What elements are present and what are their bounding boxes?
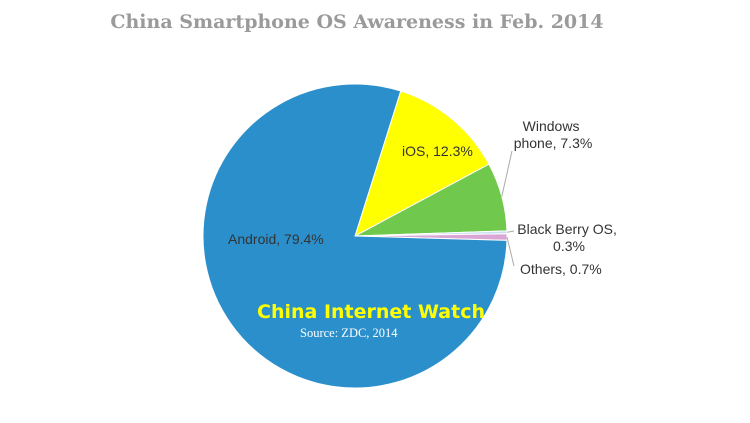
chart-title: China Smartphone OS Awareness in Feb. 20…: [110, 11, 603, 33]
watermark-brand: China Internet Watch: [257, 301, 485, 323]
pie-slice-ios: [354, 90, 490, 238]
leader-line-windows-phone: [501, 150, 513, 197]
pie-slices: [202, 83, 508, 389]
watermark-source: Source: ZDC, 2014: [300, 326, 398, 340]
slice-label-android: Android, 79.4%: [228, 231, 324, 247]
slice-label-ios: iOS, 12.3%: [402, 143, 473, 159]
slice-label-blackberry-os: Black Berry OS, 0.3%: [517, 221, 620, 254]
slice-label-windows-phone: Windows phone, 7.3%: [514, 118, 593, 151]
leader-line-others: [506, 236, 515, 267]
slice-label-others: Others, 0.7%: [520, 261, 602, 277]
pie-slice-android: [202, 83, 508, 389]
leader-line-black-berry-os: [506, 230, 515, 233]
label-leader-lines: [501, 150, 515, 267]
